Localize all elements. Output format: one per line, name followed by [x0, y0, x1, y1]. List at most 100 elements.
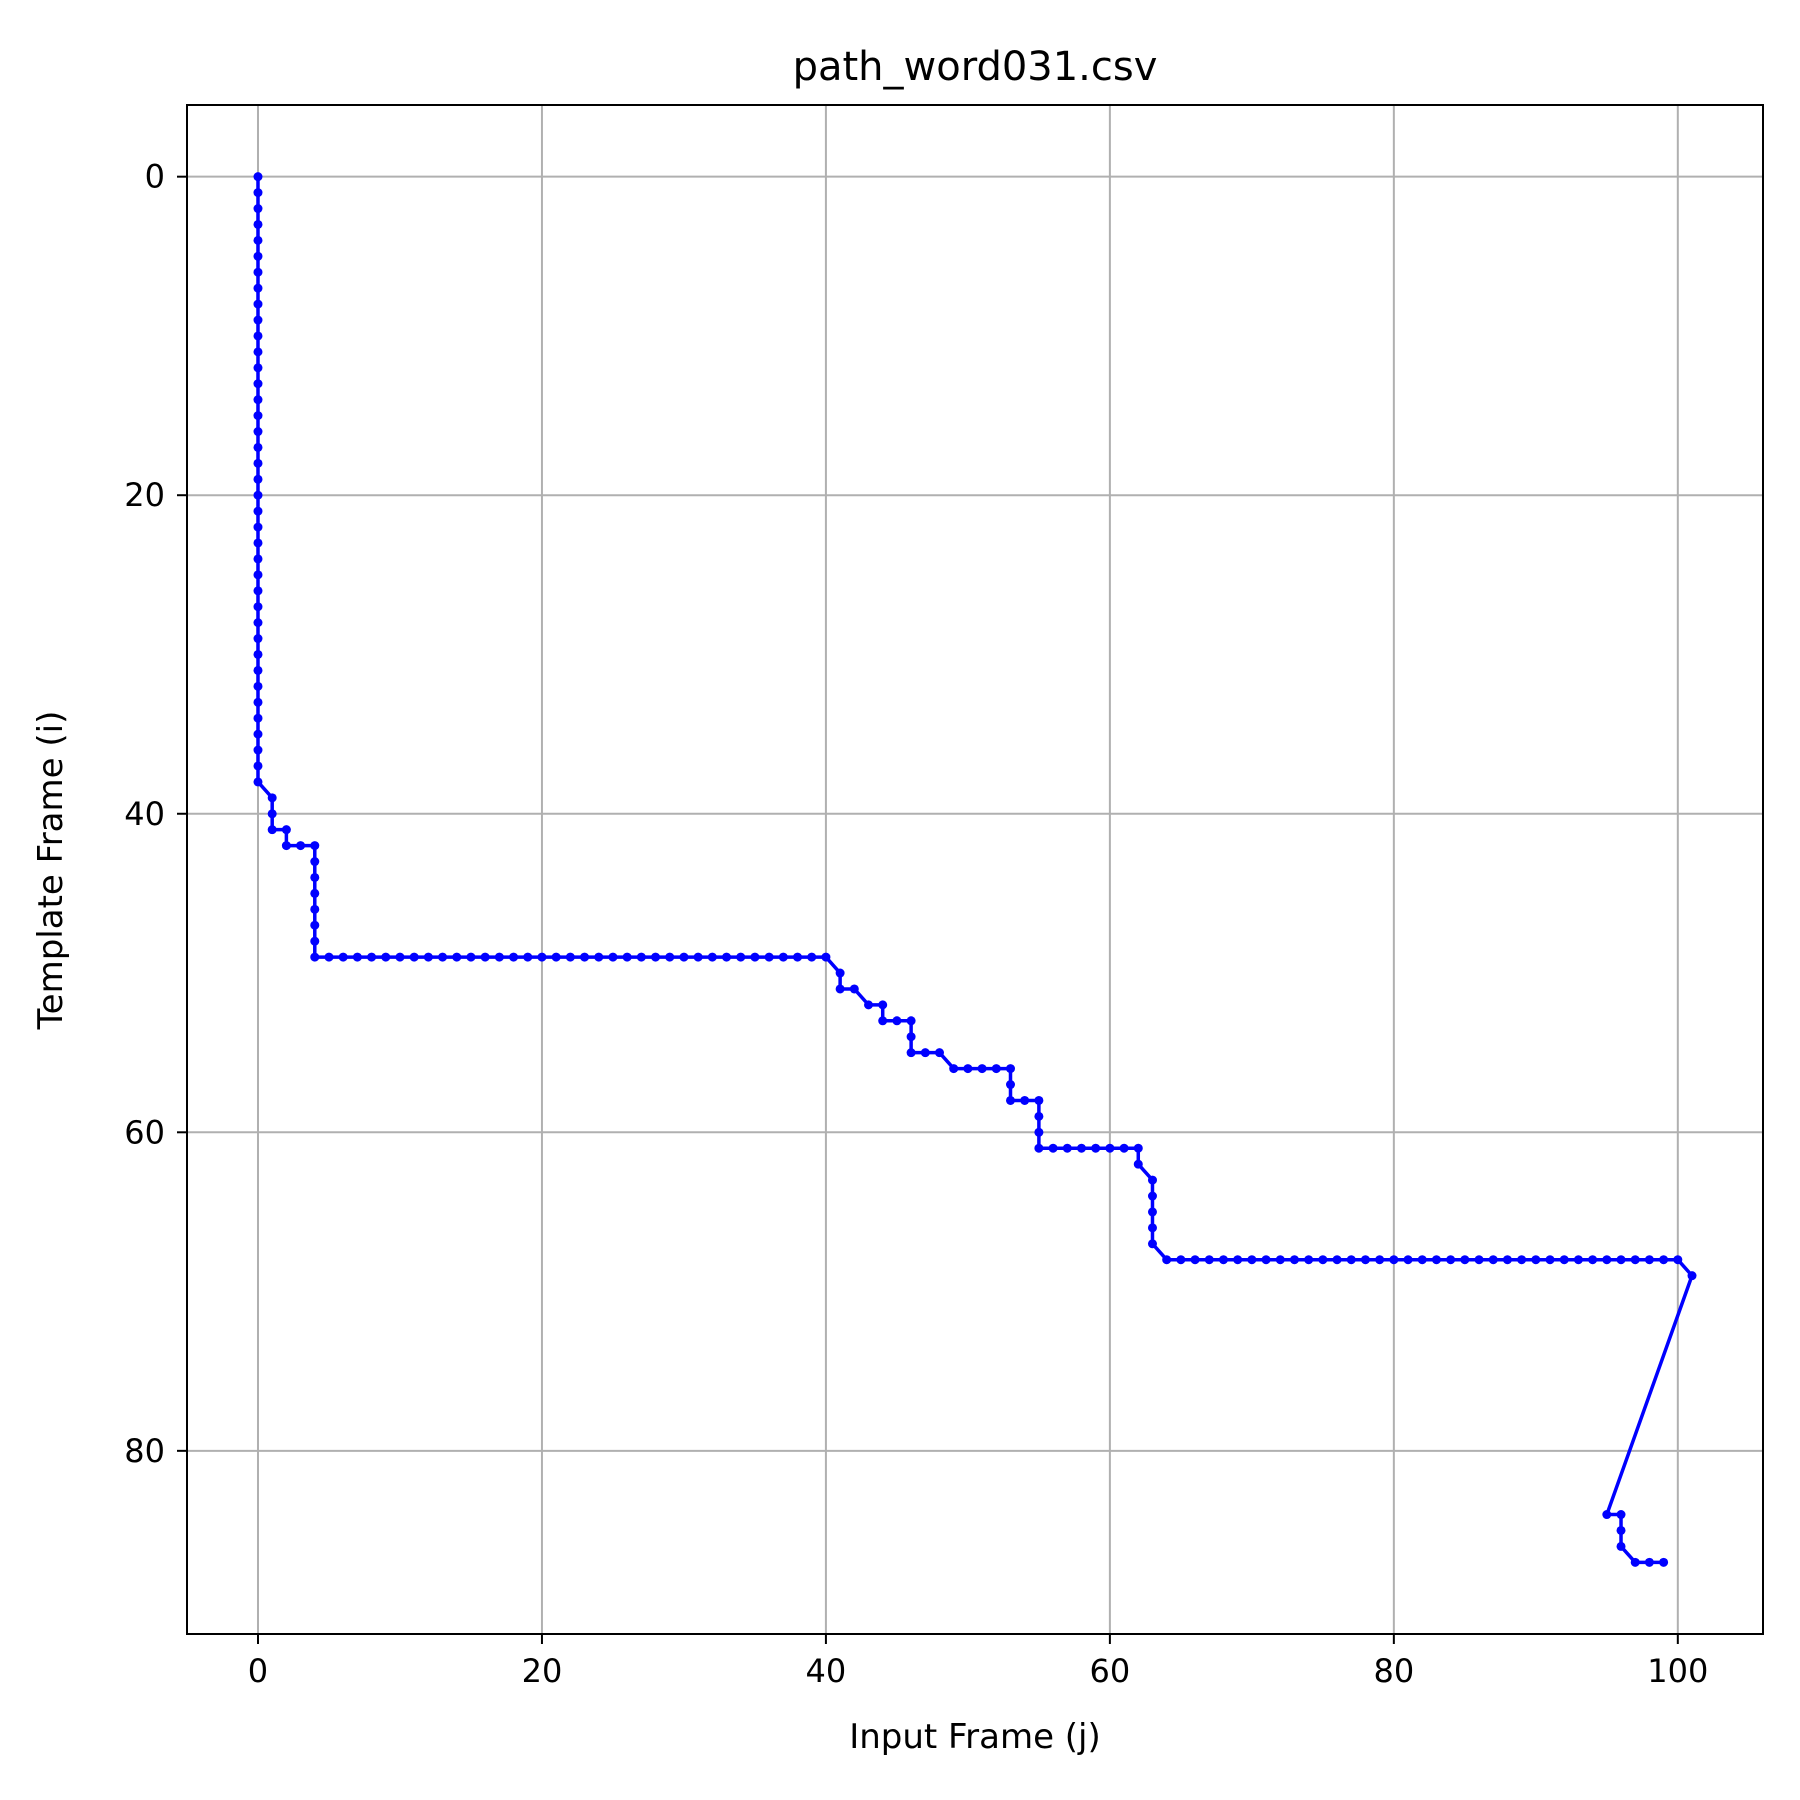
data-point	[253, 267, 263, 277]
data-point	[835, 968, 845, 978]
data-point	[1275, 1255, 1285, 1265]
data-point	[1616, 1525, 1626, 1535]
data-point	[1659, 1255, 1669, 1265]
data-point	[253, 745, 263, 755]
data-point	[1034, 1127, 1044, 1137]
data-point	[707, 952, 717, 962]
data-point	[1389, 1255, 1399, 1265]
data-point	[253, 347, 263, 357]
data-point	[253, 299, 263, 309]
data-point	[1332, 1255, 1342, 1265]
data-point	[1687, 1271, 1697, 1281]
data-point	[253, 315, 263, 325]
data-point	[253, 204, 263, 214]
data-point	[1147, 1223, 1157, 1233]
x-tick-label: 20	[522, 1652, 563, 1690]
data-point	[1020, 1095, 1030, 1105]
data-point	[1588, 1255, 1598, 1265]
x-tick-label: 80	[1373, 1652, 1414, 1690]
data-point	[494, 952, 504, 962]
data-point	[253, 554, 263, 564]
data-point	[310, 872, 320, 882]
data-point	[693, 952, 703, 962]
data-point	[253, 331, 263, 341]
data-point	[935, 1048, 944, 1058]
data-point	[1403, 1255, 1413, 1265]
data-point	[310, 936, 320, 946]
data-point	[1488, 1255, 1498, 1265]
x-axis-label: Input Frame (j)	[849, 1717, 1101, 1757]
chart-title: path_word031.csv	[793, 44, 1158, 90]
data-point	[452, 952, 462, 962]
data-point	[580, 952, 590, 962]
data-point	[906, 1032, 916, 1042]
data-point	[608, 952, 618, 962]
data-point	[1105, 1143, 1115, 1153]
data-point	[253, 283, 263, 293]
data-point	[750, 952, 760, 962]
data-point	[793, 952, 803, 962]
data-point	[253, 219, 263, 229]
data-point	[1034, 1095, 1044, 1105]
data-point	[821, 952, 831, 962]
data-point	[253, 649, 263, 659]
data-point	[1360, 1255, 1370, 1265]
data-point	[878, 1000, 888, 1010]
data-point	[1417, 1255, 1427, 1265]
data-point	[310, 841, 320, 851]
y-tick-label: 60	[124, 1113, 165, 1151]
data-point	[636, 952, 646, 962]
data-point	[565, 952, 575, 962]
y-tick-label: 80	[124, 1432, 165, 1470]
data-point	[1091, 1143, 1101, 1153]
data-point	[679, 952, 689, 962]
data-point	[1176, 1255, 1186, 1265]
data-point	[991, 1064, 1001, 1074]
data-point	[466, 952, 476, 962]
data-point	[1446, 1255, 1456, 1265]
data-point	[1218, 1255, 1228, 1265]
x-tick-label: 40	[806, 1652, 847, 1690]
data-point	[835, 984, 845, 994]
data-point	[1133, 1159, 1143, 1169]
data-point	[1517, 1255, 1527, 1265]
data-point	[310, 952, 320, 962]
data-point	[1545, 1255, 1555, 1265]
data-point	[310, 857, 320, 867]
data-point	[1460, 1255, 1470, 1265]
data-point	[1375, 1255, 1385, 1265]
data-point	[253, 506, 263, 516]
data-point	[281, 841, 291, 851]
data-series	[253, 172, 1697, 1567]
data-point	[665, 952, 675, 962]
data-point	[1630, 1255, 1640, 1265]
data-point	[1531, 1255, 1541, 1265]
data-point	[1673, 1255, 1683, 1265]
data-point	[849, 984, 859, 994]
data-point	[1062, 1143, 1072, 1153]
data-point	[1119, 1143, 1129, 1153]
data-point	[480, 952, 490, 962]
data-point	[722, 952, 732, 962]
data-point	[594, 952, 604, 962]
data-point	[253, 172, 263, 182]
data-point	[253, 634, 263, 644]
data-point	[253, 474, 263, 484]
data-point	[310, 888, 320, 898]
data-point	[1006, 1080, 1015, 1090]
x-tick-label: 100	[1647, 1652, 1708, 1690]
data-point	[651, 952, 661, 962]
data-point	[736, 952, 746, 962]
data-point	[1147, 1191, 1157, 1201]
data-point	[253, 363, 263, 373]
data-point	[253, 570, 263, 580]
data-point	[1133, 1143, 1143, 1153]
data-point	[253, 681, 263, 691]
data-point	[1006, 1064, 1015, 1074]
data-point	[920, 1048, 930, 1058]
data-point	[1304, 1255, 1314, 1265]
data-point	[523, 952, 533, 962]
data-point	[1034, 1143, 1044, 1153]
